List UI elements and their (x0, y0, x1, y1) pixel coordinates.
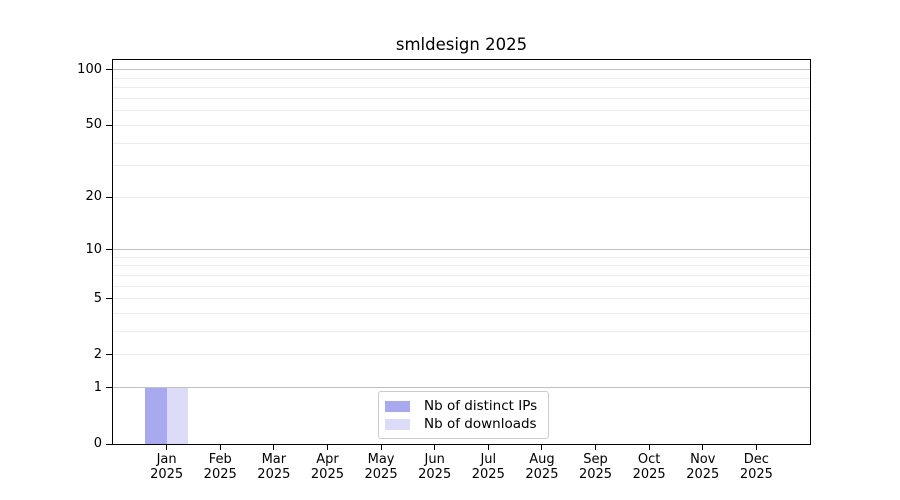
x-tick-label: Jun 2025 (403, 452, 467, 482)
x-tick-label: Oct 2025 (617, 452, 681, 482)
x-tick-month: Oct (637, 452, 661, 467)
major-gridline (113, 249, 810, 251)
bar-nb-of-downloads (166, 387, 189, 444)
x-tick-label: Feb 2025 (188, 452, 252, 482)
x-tick-mark (434, 444, 436, 450)
x-tick-month: Jul (480, 452, 497, 467)
x-tick-month: Mar (261, 452, 287, 467)
y-tick-label: 2 (93, 346, 102, 362)
x-tick-year: 2025 (471, 467, 505, 482)
x-tick-year: 2025 (203, 467, 237, 482)
minor-gridline (113, 124, 810, 126)
y-tick-label: 5 (93, 290, 102, 306)
x-tick-label: Jan 2025 (135, 452, 199, 482)
minor-gridline (113, 87, 810, 89)
y-tick-label: 50 (85, 117, 102, 133)
minor-gridline (113, 354, 810, 356)
x-tick-month: Dec (743, 452, 769, 467)
x-tick-mark (755, 444, 757, 450)
x-tick-year: 2025 (739, 467, 773, 482)
y-tick-mark (106, 249, 113, 251)
bar-nb-of-distinct-ips (145, 387, 167, 444)
x-tick-mark (541, 444, 543, 450)
y-tick-label: 20 (85, 189, 102, 205)
minor-gridline (113, 142, 810, 144)
x-tick-month: Sep (583, 452, 608, 467)
y-tick-mark (106, 196, 113, 198)
x-tick-label: Aug 2025 (510, 452, 574, 482)
x-tick-mark (326, 444, 328, 450)
x-tick-year: 2025 (525, 467, 559, 482)
legend-label-distinct-ips: Nb of distinct IPs (424, 398, 538, 414)
x-tick-mark (166, 444, 168, 450)
x-tick-label: Apr 2025 (295, 452, 359, 482)
legend-swatch-downloads (385, 418, 410, 430)
x-tick-mark (648, 444, 650, 450)
x-tick-year: 2025 (364, 467, 398, 482)
x-tick-month: Nov (690, 452, 716, 467)
minor-gridline (113, 165, 810, 167)
x-tick-label: May 2025 (349, 452, 413, 482)
minor-gridline (113, 256, 810, 258)
x-tick-year: 2025 (257, 467, 291, 482)
x-tick-mark (219, 444, 221, 450)
x-tick-year: 2025 (150, 467, 184, 482)
x-tick-mark (595, 444, 597, 450)
x-tick-mark (273, 444, 275, 450)
y-tick-label: 0 (93, 436, 102, 451)
legend: Nb of distinct IPs Nb of downloads (378, 391, 549, 439)
chart-title: smldesign 2025 (395, 35, 528, 54)
y-tick-mark (106, 354, 113, 356)
y-tick-mark (106, 124, 113, 126)
minor-gridline (113, 110, 810, 112)
minor-gridline (113, 313, 810, 315)
y-tick-mark (106, 298, 113, 300)
x-tick-label: Mar 2025 (242, 452, 306, 482)
minor-gridline (113, 274, 810, 276)
legend-item-distinct-ips: Nb of distinct IPs (385, 397, 540, 415)
minor-gridline (113, 298, 810, 300)
plot-area (113, 60, 810, 444)
x-tick-year: 2025 (686, 467, 720, 482)
minor-gridline (113, 196, 810, 198)
x-tick-year: 2025 (578, 467, 613, 482)
x-tick-label: Sep 2025 (564, 452, 628, 482)
x-tick-label: Dec 2025 (724, 452, 788, 482)
x-tick-month: Feb (208, 452, 232, 467)
x-tick-year: 2025 (632, 467, 666, 482)
x-tick-year: 2025 (418, 467, 452, 482)
x-tick-year: 2025 (310, 467, 344, 482)
minor-gridline (113, 98, 810, 100)
x-tick-label: Jul 2025 (456, 452, 520, 482)
y-tick-label: 10 (85, 241, 102, 257)
y-tick-label: 1 (93, 379, 102, 395)
minor-gridline (113, 77, 810, 79)
legend-item-downloads: Nb of downloads (385, 415, 540, 433)
x-tick-month: Aug (529, 452, 555, 467)
x-tick-month: Jun (424, 452, 445, 467)
x-tick-mark (380, 444, 382, 450)
x-tick-month: Jan (156, 452, 177, 467)
x-tick-label: Nov 2025 (671, 452, 735, 482)
major-gridline (113, 69, 810, 71)
minor-gridline (113, 331, 810, 333)
legend-label-downloads: Nb of downloads (424, 416, 537, 432)
x-tick-month: Apr (316, 452, 339, 467)
x-tick-mark (487, 444, 489, 450)
y-tick-label: 100 (77, 61, 102, 77)
minor-gridline (113, 285, 810, 287)
legend-swatch-distinct-ips (385, 400, 410, 412)
y-tick-mark (106, 69, 113, 71)
x-tick-mark (702, 444, 704, 450)
y-tick-mark (106, 443, 113, 445)
minor-gridline (113, 265, 810, 267)
y-tick-mark (106, 387, 113, 389)
x-tick-month: May (367, 452, 395, 467)
major-gridline (113, 387, 810, 389)
